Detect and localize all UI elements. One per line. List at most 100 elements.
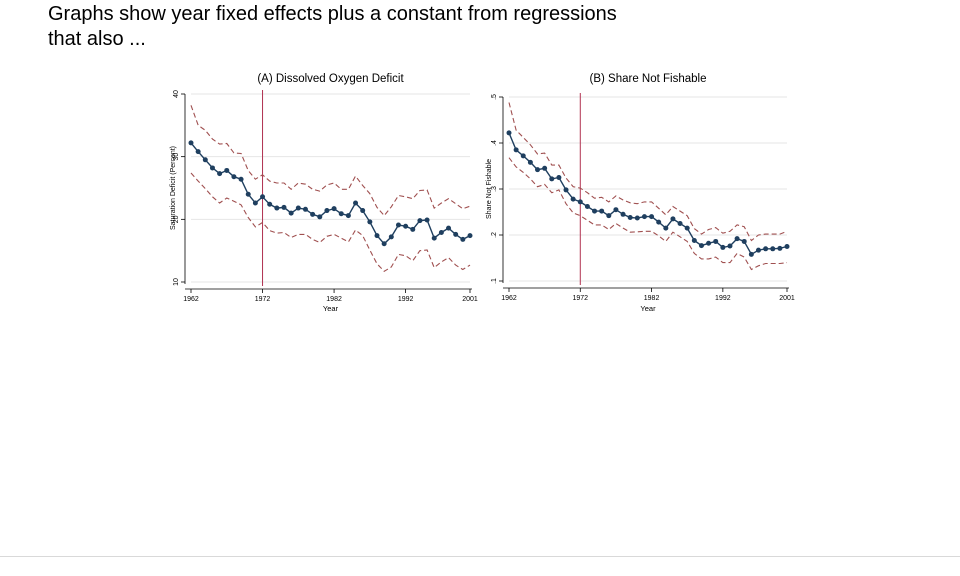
y-tick-label: 20: [173, 215, 180, 223]
estimate-point: [374, 233, 380, 239]
upper-ci-line: [508, 102, 788, 242]
x-axis-label: Year: [323, 304, 339, 313]
estimate-point: [224, 167, 230, 173]
estimate-point: [677, 221, 683, 226]
estimate-point: [620, 211, 626, 217]
estimate-point: [252, 200, 258, 206]
estimate-point: [706, 240, 712, 246]
slide-text-line-2: that also ...: [48, 28, 146, 50]
estimate-point: [324, 208, 330, 214]
x-tick-label: 1972: [572, 295, 588, 302]
estimate-point: [238, 176, 244, 182]
upper-ci-line: [190, 105, 471, 217]
estimate-point: [245, 191, 251, 197]
footer-divider: [0, 556, 960, 557]
chart-panel-1: 10 20 30 40 1962 1972 1982 1992 2001 (A) Dissolve…: [170, 73, 478, 313]
y-tick-label: 40: [173, 90, 180, 98]
estimate-point: [360, 208, 366, 214]
estimate-point: [656, 219, 662, 225]
estimate-point: [467, 233, 473, 239]
y-axis-label: Share Not Fishable: [486, 159, 493, 219]
estimate-point: [741, 238, 747, 244]
chart-panel-2: .1 .2 .3 .4 .5 1962 1972 1982 1992 2001 (B) Share …: [486, 73, 795, 313]
estimate-point: [592, 208, 598, 214]
estimate-point: [331, 206, 337, 212]
estimate-point: [606, 213, 612, 219]
y-tick-label: 10: [173, 278, 180, 286]
estimate-point: [584, 203, 590, 209]
estimate-point: [763, 246, 769, 252]
estimate-point: [663, 225, 669, 231]
estimate-point: [641, 214, 647, 220]
estimate-point: [670, 216, 676, 222]
estimate-point: [634, 215, 640, 221]
estimate-point: [202, 157, 208, 163]
estimate-point: [338, 211, 344, 217]
y-tick-label: .3: [491, 186, 498, 192]
estimate-point: [599, 208, 605, 214]
estimate-point: [353, 200, 359, 206]
estimate-point: [684, 225, 690, 231]
estimate-point: [784, 244, 790, 249]
y-tick-label: 30: [173, 153, 180, 161]
y-tick-label: .4: [491, 140, 498, 146]
estimate-point: [556, 175, 562, 180]
x-tick-label: 1962: [501, 295, 517, 302]
estimate-point: [649, 214, 655, 220]
estimate-point: [460, 236, 466, 242]
estimate-point: [542, 165, 548, 171]
estimate-point: [295, 205, 301, 211]
chart-title: (B) Share Not Fishable: [590, 73, 707, 85]
estimate-point: [288, 210, 294, 216]
lower-ci-line: [508, 157, 788, 271]
y-tick-label: .5: [491, 94, 498, 100]
estimate-point: [317, 214, 323, 220]
estimate-point: [549, 176, 555, 182]
x-axis-label: Year: [640, 304, 656, 313]
estimate-point: [209, 165, 215, 171]
estimate-point: [446, 225, 452, 231]
x-tick-label: 1992: [398, 296, 414, 303]
estimate-line: [190, 142, 471, 245]
estimate-point: [748, 251, 754, 257]
estimate-point: [274, 205, 280, 211]
y-tick-label: .1: [491, 278, 498, 284]
x-tick-label: 1982: [326, 296, 342, 303]
estimate-point: [577, 199, 583, 205]
estimate-point: [777, 245, 783, 251]
x-tick-label: 2001: [462, 296, 478, 303]
estimate-point: [367, 219, 373, 225]
estimate-point: [570, 196, 576, 202]
estimate-point: [310, 211, 316, 217]
estimate-point: [395, 222, 401, 228]
estimate-point: [770, 246, 776, 252]
estimate-point: [627, 215, 633, 221]
estimate-point: [698, 243, 704, 249]
y-tick-label: .2: [491, 232, 498, 238]
estimate-point: [713, 238, 719, 244]
slide-text-line-1: Graphs show year fixed effects plus a co…: [48, 3, 617, 25]
estimate-point: [345, 213, 351, 219]
estimate-point: [281, 204, 287, 210]
x-tick-label: 1972: [255, 296, 271, 303]
estimate-point: [513, 147, 519, 153]
estimate-point: [506, 130, 512, 136]
estimate-point: [691, 238, 697, 244]
estimate-point: [417, 218, 423, 224]
estimate-point: [188, 140, 194, 146]
estimate-point: [410, 226, 416, 232]
estimate-point: [260, 194, 266, 200]
estimate-point: [720, 244, 726, 250]
estimate-point: [403, 223, 409, 229]
estimate-point: [424, 217, 430, 223]
estimate-point: [438, 229, 444, 235]
estimate-point: [381, 241, 387, 247]
estimate-point: [195, 149, 201, 155]
x-tick-label: 1962: [183, 296, 199, 303]
x-tick-label: 1992: [715, 295, 731, 302]
estimate-point: [734, 236, 740, 242]
lower-ci-line: [190, 172, 471, 272]
estimate-point: [727, 243, 733, 249]
estimate-point: [267, 201, 273, 207]
